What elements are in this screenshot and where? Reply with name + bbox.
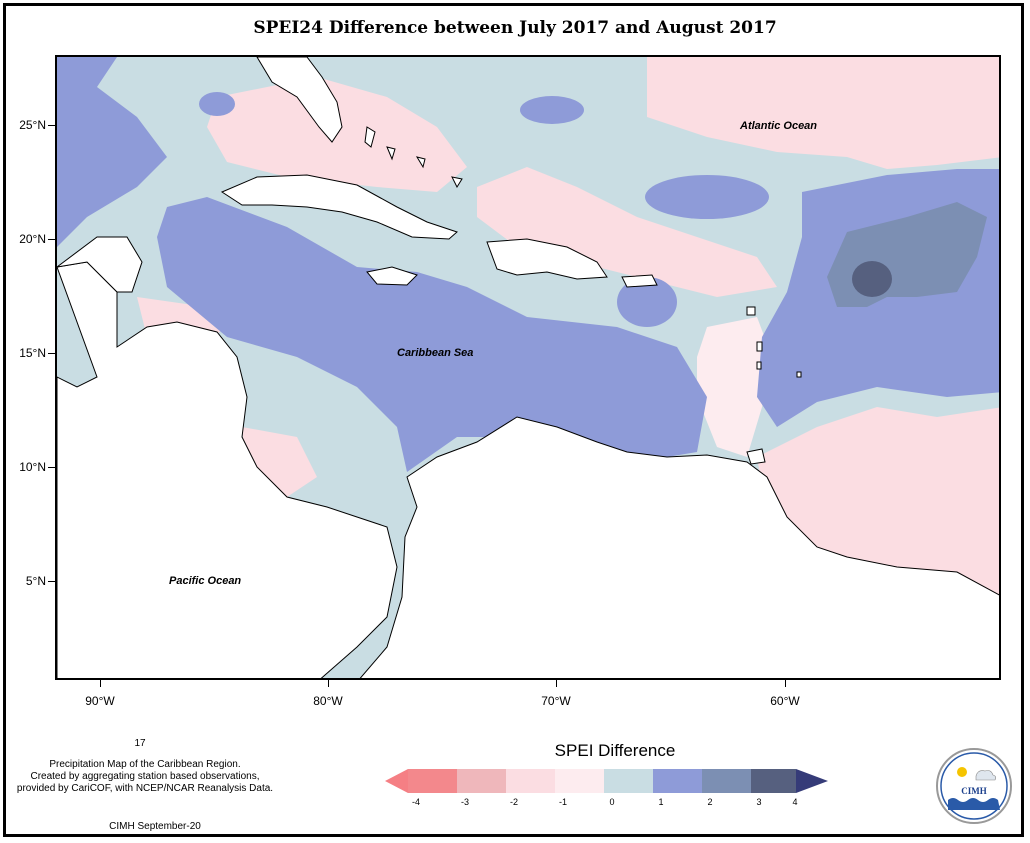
- land-yucatan: [57, 236, 143, 293]
- land-jamaica: [366, 266, 418, 286]
- tick-mark-lat-10: [48, 467, 55, 468]
- label-caribbean-sea: Caribbean Sea: [397, 347, 474, 359]
- lon-tick-label-70: 70°W: [541, 694, 571, 708]
- tick-mark-lat-15: [48, 353, 55, 354]
- land-cuba: [220, 174, 458, 240]
- blue-area-caribbean-sea: [157, 197, 707, 472]
- legend-tick-label-5: 0: [609, 797, 615, 807]
- lon-tick-label-80: 80°W: [313, 694, 343, 708]
- legend-swatch-2: [457, 769, 506, 793]
- blue-area-puerto-rico: [617, 277, 677, 327]
- pink-area-north-atlantic: [647, 57, 999, 169]
- land-puerto-rico: [621, 274, 658, 288]
- legend-swatch-1: [408, 769, 457, 793]
- map-title: SPEI24 Difference between July 2017 and …: [253, 18, 777, 38]
- legend-title: SPEI Difference: [554, 741, 676, 760]
- tick-mark-lon-90: [100, 680, 101, 687]
- land-hispaniola: [486, 238, 608, 280]
- footnote-line-1: Precipitation Map of the Caribbean Regio…: [49, 759, 241, 770]
- lon-tick-label-90: 90°W: [85, 694, 115, 708]
- blue-area-bahamas-north: [520, 96, 584, 124]
- island-trinidad: [746, 448, 766, 465]
- legend-tick-label-6: 1: [658, 797, 664, 807]
- darkest-area-atlantic: [852, 261, 892, 297]
- land-south-america: [359, 416, 999, 678]
- cimh-logo: CIMH: [936, 748, 1012, 824]
- legend-swatch-3: [506, 769, 555, 793]
- legend-swatch-4: [555, 769, 604, 793]
- legend-swatch-7: [702, 769, 751, 793]
- legend-arrow-high: [796, 769, 828, 793]
- blue-area-florida: [199, 92, 235, 116]
- land-central-america: [57, 261, 398, 678]
- island-martinique: [756, 341, 763, 352]
- label-atlantic-ocean: Atlantic Ocean: [740, 120, 818, 132]
- island-bahamas-4: [451, 176, 463, 189]
- legend-tick-label-8: 3: [756, 797, 762, 807]
- footnote-text: Precipitation Map of the Caribbean Regio…: [5, 759, 285, 795]
- lat-tick-label-20: 20°N: [19, 232, 46, 246]
- legend-tick-label-4: -1: [558, 797, 567, 807]
- tick-mark-lon-60: [785, 680, 786, 687]
- legend-tick-label-2: -3: [460, 797, 469, 807]
- legend-arrow-low: [385, 769, 408, 793]
- lat-tick-label-25: 25°N: [19, 118, 46, 132]
- cimh-logo-graphic: CIMH: [940, 752, 1008, 820]
- lat-tick-label-10: 10°N: [19, 460, 46, 474]
- legend-tick-label-9: 4: [792, 797, 798, 807]
- map-panel: [55, 55, 1001, 680]
- blue-area-northwest: [57, 57, 167, 247]
- lat-tick-label-5: 5°N: [25, 574, 46, 588]
- sun-icon: [957, 767, 967, 777]
- pink-area-lesser-antilles: [697, 317, 772, 457]
- legend-colorbar: [385, 769, 828, 793]
- blue-area-north-central: [645, 175, 769, 219]
- legend-tick-label-3: -2: [509, 797, 518, 807]
- legend-swatch-6: [653, 769, 702, 793]
- cloud-icon: [975, 770, 996, 781]
- tick-mark-lat-25: [48, 125, 55, 126]
- island-barbados: [796, 371, 802, 378]
- legend-tick-label-1: -4: [411, 797, 420, 807]
- lon-tick-label-60: 60°W: [770, 694, 800, 708]
- footnote-line-3: provided by CariCOF, with NCEP/NCAR Rean…: [16, 783, 274, 794]
- small-islands: [364, 126, 802, 465]
- island-bahamas-2: [386, 146, 396, 161]
- tick-mark-lon-80: [328, 680, 329, 687]
- legend-swatch-5: [604, 769, 653, 793]
- island-guadeloupe: [746, 306, 756, 316]
- legend-swatch-8: [751, 769, 796, 793]
- tick-mark-lat-5: [48, 581, 55, 582]
- wave-icon: [948, 798, 1000, 810]
- land-florida: [256, 57, 343, 143]
- label-pacific-ocean: Pacific Ocean: [169, 575, 242, 587]
- lat-tick-label-15: 15°N: [19, 346, 46, 360]
- island-bahamas-3: [415, 156, 426, 169]
- footnote-line-2: Created by aggregating station based obs…: [30, 771, 260, 782]
- tick-mark-lat-20: [48, 239, 55, 240]
- land-masses: [57, 57, 999, 678]
- footnote-number: 17: [134, 738, 146, 749]
- cimh-logo-text: CIMH: [961, 786, 987, 796]
- map-canvas: [57, 57, 999, 678]
- legend-tick-label-7: 2: [707, 797, 713, 807]
- pink-area-hispaniola-north: [477, 167, 777, 297]
- island-st-lucia: [756, 361, 762, 370]
- footnote-credit: CIMH September-20: [109, 821, 201, 832]
- tick-mark-lon-70: [556, 680, 557, 687]
- island-bahamas-1: [364, 126, 376, 148]
